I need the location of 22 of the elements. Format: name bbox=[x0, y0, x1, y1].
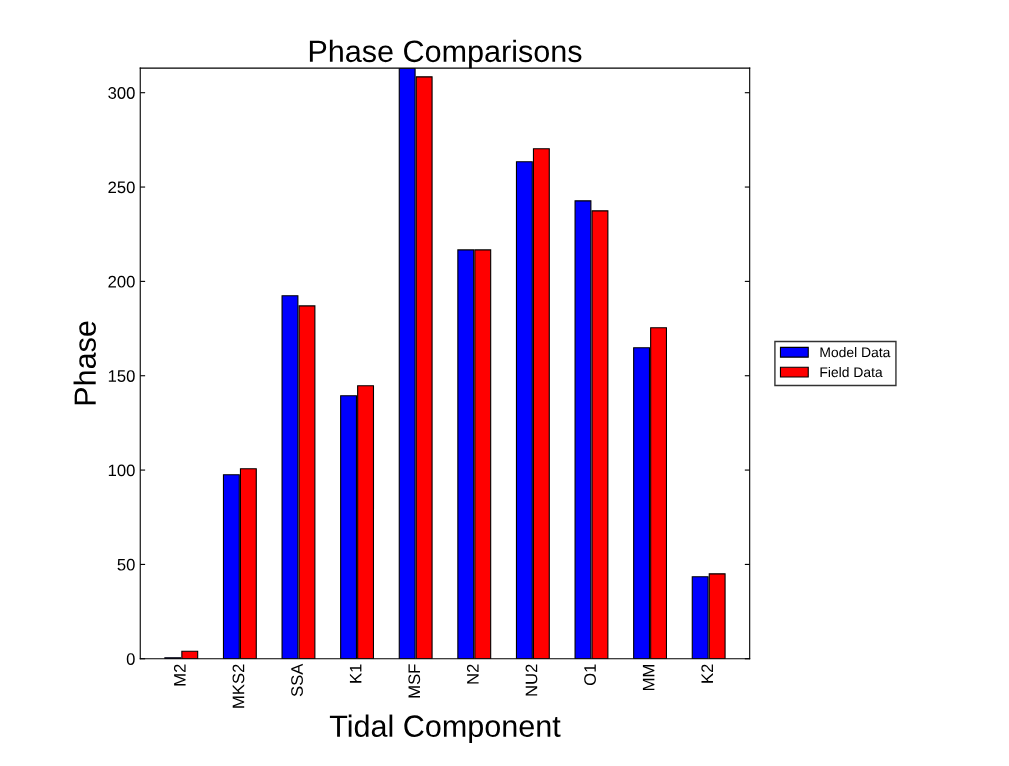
x-tick-label: MM bbox=[642, 664, 655, 691]
y-tick-label: 100 bbox=[108, 464, 135, 477]
y-tick-label: 150 bbox=[108, 370, 135, 382]
legend-label: Field Data bbox=[820, 366, 883, 378]
x-tick-label: M2 bbox=[173, 664, 186, 686]
y-tick-label: 250 bbox=[108, 181, 135, 194]
y-tick-label: 0 bbox=[126, 653, 135, 665]
legend-label: Model Data bbox=[820, 347, 891, 358]
y-tick-label: 200 bbox=[108, 275, 135, 288]
y-tick-label: 300 bbox=[108, 87, 135, 99]
chart-title: Phase Comparisons bbox=[309, 39, 582, 69]
y-tick-label: 50 bbox=[117, 558, 135, 571]
x-tick-label: SSA bbox=[291, 663, 303, 697]
x-tick-label: MSF bbox=[408, 664, 421, 698]
x-tick-label: NU2 bbox=[525, 664, 538, 696]
y-axis-title: Phase bbox=[73, 321, 96, 405]
x-tick-label: K1 bbox=[349, 664, 362, 683]
x-tick-label: MKS2 bbox=[232, 664, 245, 708]
x-tick-label: O1 bbox=[584, 664, 596, 686]
x-tick-label: N2 bbox=[466, 664, 479, 684]
x-axis-title: Tidal Component bbox=[329, 714, 561, 744]
x-tick-label: K2 bbox=[701, 664, 713, 683]
